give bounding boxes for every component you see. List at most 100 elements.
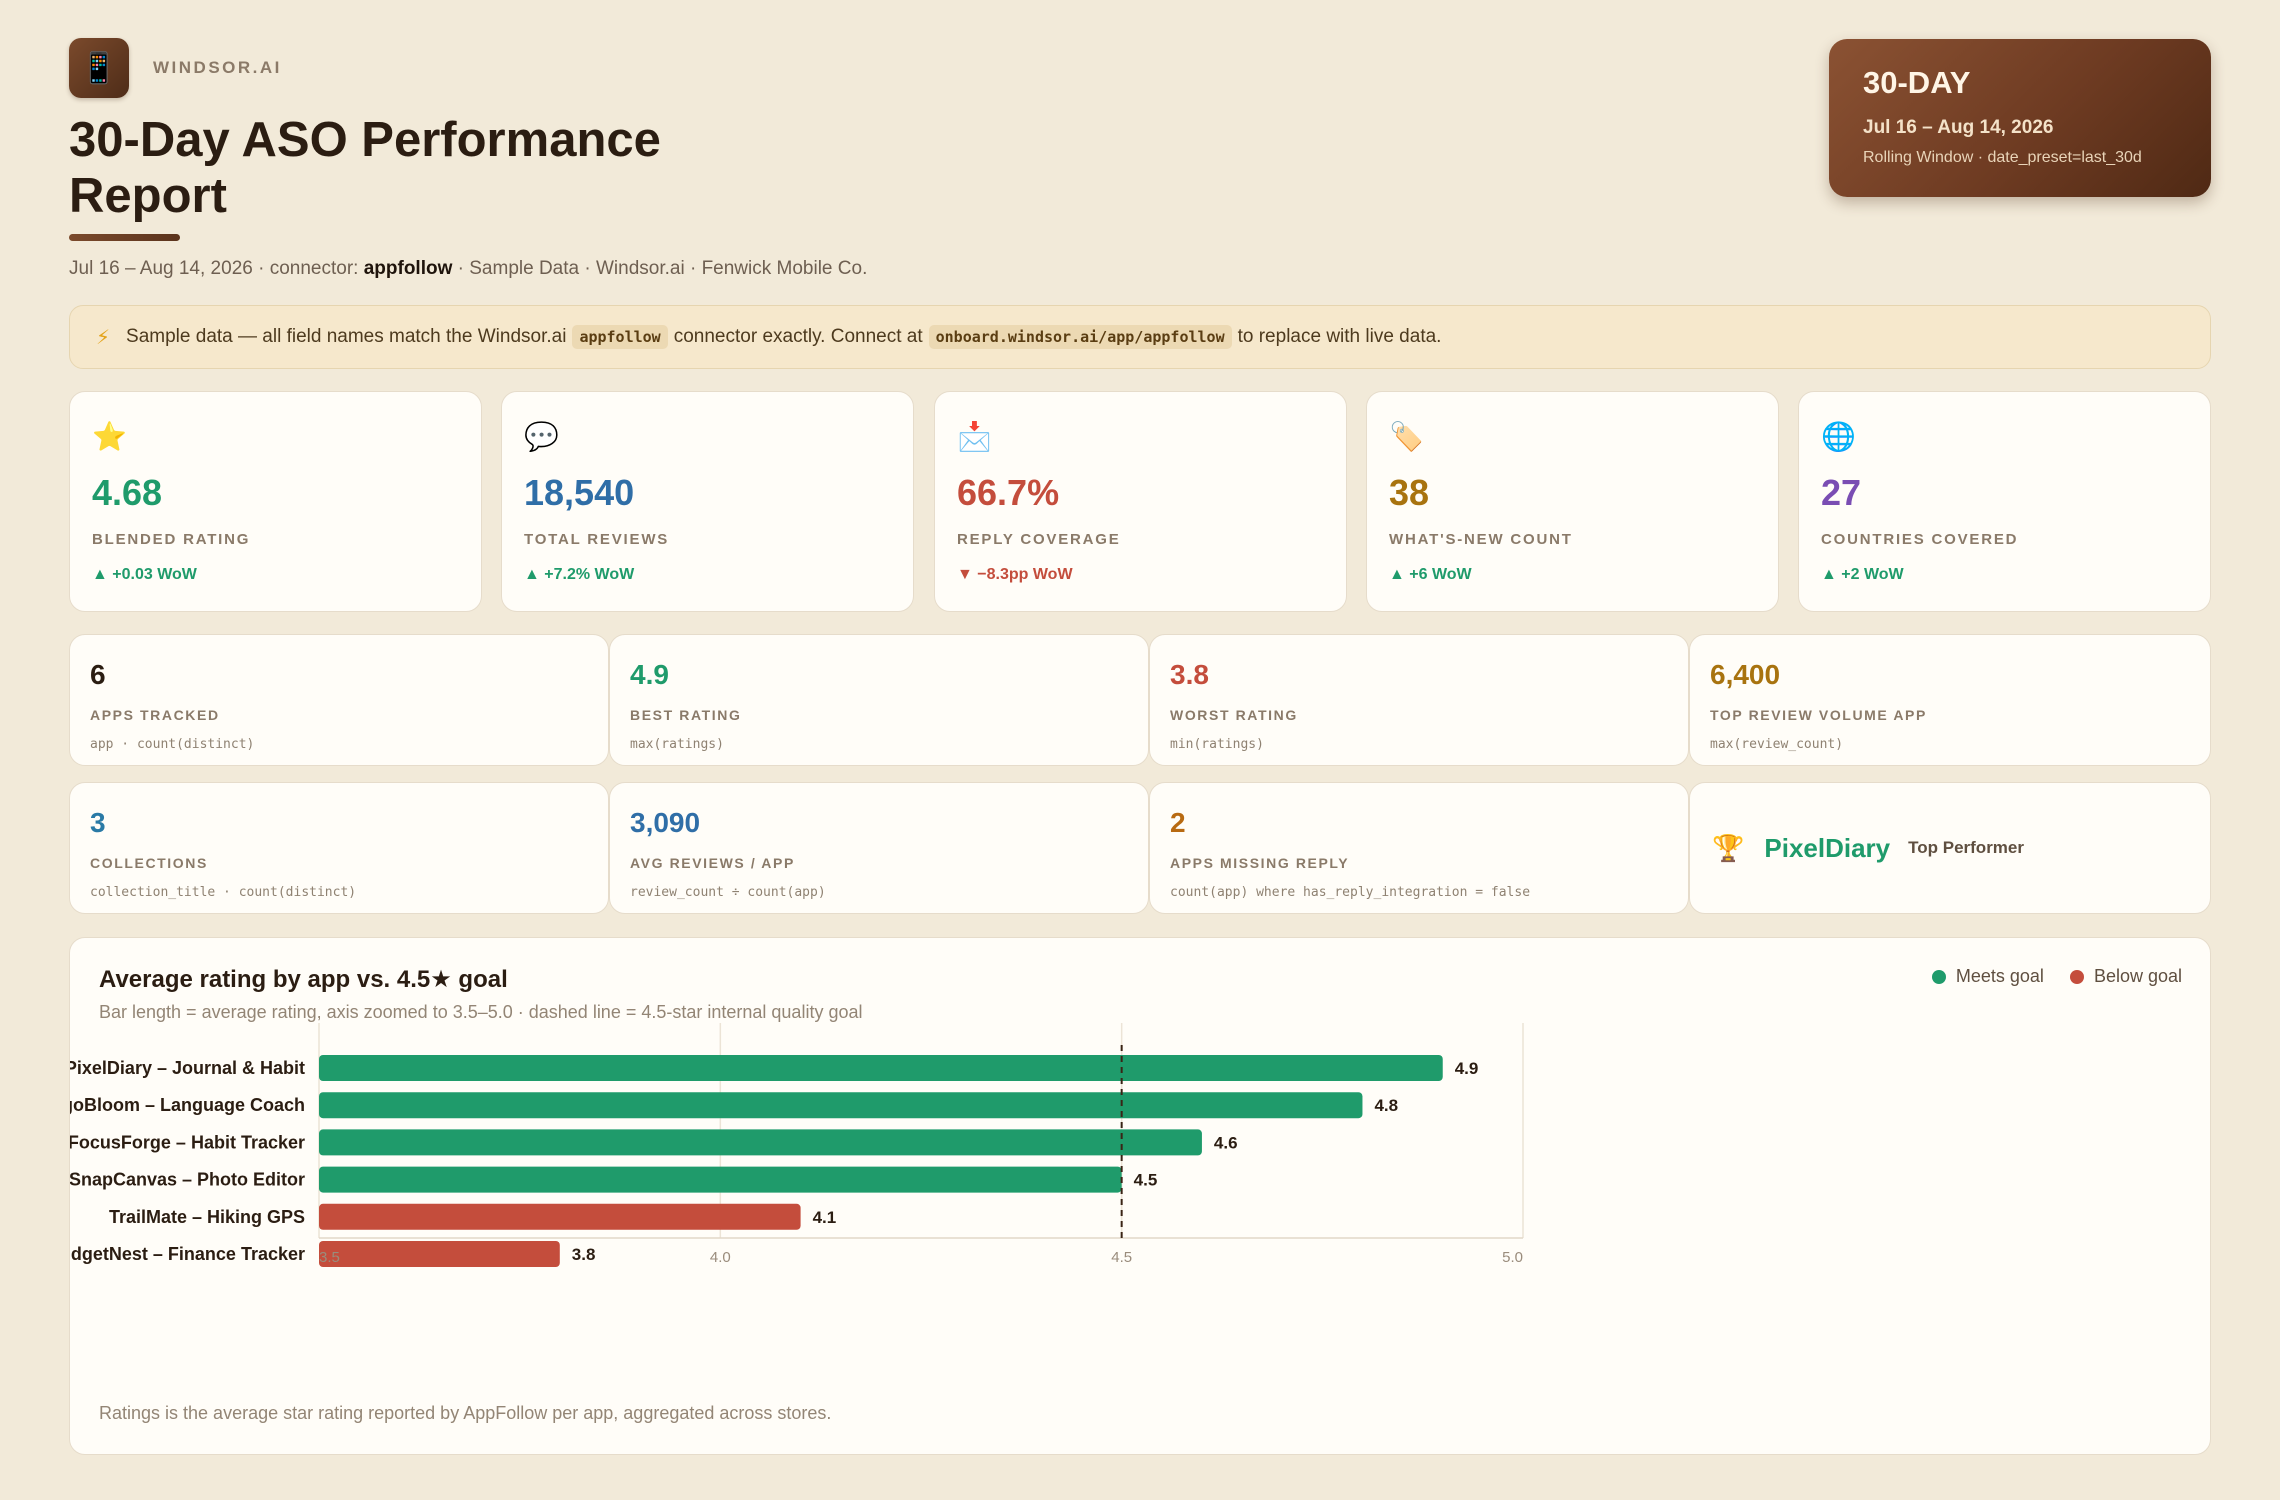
bar-0: [319, 1055, 1443, 1081]
stat-value: 2: [1170, 807, 1186, 838]
stat-label: APPS TRACKED: [90, 707, 220, 723]
stat-value: 3: [90, 807, 106, 838]
bar-2: [319, 1129, 1202, 1156]
star-icon: ⭐: [92, 421, 127, 452]
kpi-delta: ▼ −8.3pp WoW: [957, 566, 1073, 583]
kpi-card-reply-coverage: 📩 66.7% REPLY COVERAGE ▼ −8.3pp WoW: [934, 391, 1347, 612]
notice-text-a: Sample data — all field names match the …: [126, 326, 567, 347]
envelope-icon: 📩: [957, 421, 992, 452]
lightning-icon: ⚡: [96, 326, 111, 349]
subline-date-range: Jul 16 – Aug 14, 2026 · connector:: [69, 258, 364, 279]
chart-footnote: Ratings is the average star rating repor…: [99, 1403, 832, 1423]
stat-value: 3,090: [630, 807, 701, 838]
chart-subtitle: Bar length = average rating, axis zoomed…: [99, 1002, 863, 1022]
stat-card-apps-missing-reply: 2 APPS MISSING REPLY count(app) where ha…: [1149, 782, 1689, 914]
legend-item-meets: Meets goal: [1931, 966, 2044, 987]
notice-onboard-link[interactable]: onboard.windsor.ai/app/appfollow: [928, 325, 1232, 349]
top-performer-tag: Top Performer: [1908, 838, 2024, 857]
legend-item-below: Below goal: [2069, 966, 2182, 987]
kpi-value: 66.7%: [957, 472, 1060, 513]
stat-value: 6,400: [1710, 659, 1781, 690]
rating-bar-chart: PixelDiary – Journal & Habit 4.9 LingoBloo…: [70, 1023, 1524, 1267]
stat-label: COLLECTIONS: [90, 855, 208, 871]
period-range: Jul 16 – Aug 14, 2026: [1863, 117, 2054, 138]
stat-label: BEST RATING: [630, 707, 742, 723]
tag-icon: 🏷️: [1389, 421, 1424, 452]
top-performer-card: 🏆 PixelDiary Top Performer: [1689, 782, 2211, 914]
speech-bubble-icon: 💬: [524, 421, 559, 452]
chart-title: Average rating by app vs. 4.5★ goal: [99, 966, 508, 993]
stat-label: TOP REVIEW VOLUME APP: [1710, 707, 1927, 723]
period-label: 30-DAY: [1863, 65, 1971, 100]
subline-connector: appfollow: [363, 258, 453, 279]
stat-label: AVG REVIEWS / APP: [630, 855, 795, 871]
kpi-value: 18,540: [524, 472, 635, 513]
stat-formula: collection_title · count(distinct): [90, 885, 357, 900]
stat-card-apps-tracked: 6 APPS TRACKED app · count(distinct): [69, 634, 609, 766]
title-underline: [69, 234, 180, 241]
rating-chart-card: Average rating by app vs. 4.5★ goal Bar …: [69, 937, 2211, 1455]
kpi-value: 38: [1389, 472, 1430, 513]
x-tick-label-2: 4.5: [1111, 1249, 1132, 1266]
stat-card-avg-reviews-per-app: 3,090 AVG REVIEWS / APP review_count ÷ c…: [609, 782, 1149, 914]
legend-label-below: Below goal: [2093, 966, 2182, 986]
stat-card-best-rating: 4.9 BEST RATING max(ratings): [609, 634, 1149, 766]
kpi-delta: ▲ +2 WoW: [1821, 566, 1904, 583]
period-detail: Rolling Window · date_preset=last_30d: [1863, 149, 2142, 166]
stat-formula: count(app) where has_reply_integration =…: [1170, 885, 1531, 900]
category-label-1: LingoBloom – Language Coach: [70, 1095, 305, 1115]
category-label-3: SnapCanvas – Photo Editor: [70, 1170, 305, 1190]
trophy-icon: 🏆: [1712, 832, 1745, 863]
report-subline: Jul 16 – Aug 14, 2026 · connector: appfo…: [69, 258, 867, 280]
value-label-0: 4.9: [1455, 1059, 1479, 1078]
bar-3: [319, 1166, 1122, 1193]
legend-swatch-meets: [1931, 969, 1946, 984]
stat-formula: min(ratings): [1170, 737, 1264, 752]
sample-data-notice: ⚡ Sample data — all field names match th…: [69, 305, 2211, 369]
value-label-3: 4.5: [1134, 1171, 1158, 1190]
kpi-delta: ▲ +6 WoW: [1389, 566, 1472, 583]
kpi-card-blended-rating: ⭐ 4.68 BLENDED RATING ▲ +0.03 WoW: [69, 391, 482, 612]
kpi-card-whats-new-count: 🏷️ 38 WHAT'S-NEW COUNT ▲ +6 WoW: [1366, 391, 1779, 612]
x-tick-label-3: 5.0: [1502, 1249, 1523, 1266]
value-label-4: 4.1: [813, 1208, 837, 1227]
subline-meta: · Sample Data · Windsor.ai · Fenwick Mob…: [452, 258, 868, 279]
category-label-2: FocusForge – Habit Tracker: [70, 1132, 305, 1152]
category-label-5: BudgetNest – Finance Tracker: [70, 1244, 305, 1264]
stat-value: 3.8: [1170, 659, 1209, 690]
value-label-5: 3.8: [572, 1245, 596, 1264]
legend-swatch-below: [2069, 969, 2084, 984]
stat-formula: app · count(distinct): [90, 737, 255, 752]
brand: 📱 WINDSOR.AI: [69, 38, 282, 98]
notice-text-b: connector exactly. Connect at: [673, 326, 923, 347]
legend-label-meets: Meets goal: [1955, 966, 2044, 986]
stat-card-collections: 3 COLLECTIONS collection_title · count(d…: [69, 782, 609, 914]
globe-icon: 🌐: [1821, 421, 1856, 452]
value-label-1: 4.8: [1374, 1096, 1398, 1115]
stat-label: WORST RATING: [1170, 707, 1298, 723]
mobile-phone-icon: 📱: [69, 38, 129, 98]
kpi-label: BLENDED RATING: [92, 531, 251, 548]
x-tick-label-1: 4.0: [710, 1249, 731, 1266]
chart-legend: Meets goal Below goal: [1906, 966, 2182, 987]
kpi-delta: ▲ +7.2% WoW: [524, 566, 635, 583]
x-tick-label-0: 3.5: [319, 1249, 340, 1266]
bar-1: [319, 1092, 1363, 1119]
stat-formula: max(review_count): [1710, 737, 1844, 752]
period-card: 30-DAY Jul 16 – Aug 14, 2026 Rolling Win…: [1829, 39, 2211, 197]
kpi-label: COUNTRIES COVERED: [1821, 531, 2019, 548]
brand-name: WINDSOR.AI: [153, 58, 282, 77]
notice-connector-code: appfollow: [572, 325, 668, 349]
top-performer-name: PixelDiary: [1764, 832, 1891, 863]
stat-card-top-review-volume: 6,400 TOP REVIEW VOLUME APP max(review_c…: [1689, 634, 2211, 766]
kpi-value: 27: [1821, 472, 1862, 513]
value-label-2: 4.6: [1214, 1133, 1238, 1152]
page-title: 30-Day ASO Performance Report: [69, 113, 661, 223]
kpi-delta: ▲ +0.03 WoW: [92, 566, 197, 583]
bar-4: [319, 1203, 801, 1230]
stat-value: 6: [90, 659, 106, 690]
stat-label: APPS MISSING REPLY: [1170, 855, 1350, 871]
stat-value: 4.9: [630, 659, 669, 690]
bar-5: [319, 1241, 560, 1267]
